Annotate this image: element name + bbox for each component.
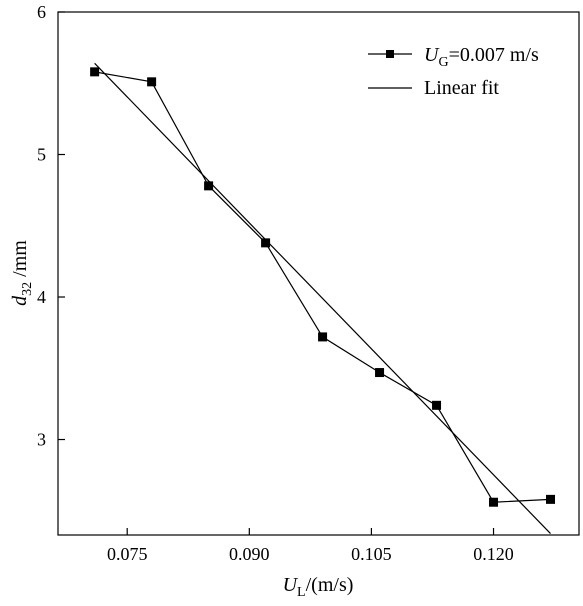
- plot-frame: [57, 11, 580, 536]
- x-tick-label: 0.090: [229, 544, 270, 564]
- x-axis-ticks: 0.075 0.090 0.105 0.120: [107, 528, 514, 564]
- legend: UG=0.007 m/s Linear fit: [368, 44, 539, 99]
- x-axis-title: UL/(m/s): [283, 574, 354, 600]
- legend-item-measured: UG=0.007 m/s: [368, 44, 539, 70]
- data-point-marker: [489, 497, 499, 507]
- series-linear-fit-line: [94, 62, 551, 534]
- data-point-marker: [318, 332, 328, 342]
- data-point-marker: [204, 181, 214, 191]
- legend-label-fit: Linear fit: [424, 77, 499, 99]
- x-tick-label: 0.105: [351, 544, 392, 564]
- x-tick-label: 0.120: [473, 544, 514, 564]
- y-tick-label: 4: [37, 287, 46, 307]
- data-point-marker: [375, 368, 385, 378]
- legend-label-measured: UG=0.007 m/s: [424, 44, 539, 70]
- legend-marker-square: [386, 50, 394, 58]
- data-point-marker: [90, 67, 100, 77]
- y-tick-label: 6: [37, 2, 46, 22]
- data-point-marker: [432, 400, 442, 410]
- legend-item-fit: Linear fit: [368, 77, 499, 99]
- x-tick-label: 0.075: [107, 544, 148, 564]
- series-measured-line: [94, 71, 551, 503]
- y-axis-title: d32 /mm: [9, 240, 35, 306]
- y-tick-label: 5: [37, 145, 46, 165]
- y-tick-label: 3: [37, 430, 46, 450]
- series-layer: [90, 62, 556, 534]
- data-point-marker: [546, 494, 556, 504]
- y-axis-ticks: 3 4 5 6: [37, 2, 65, 450]
- data-point-marker: [147, 77, 157, 87]
- data-point-marker: [261, 238, 271, 248]
